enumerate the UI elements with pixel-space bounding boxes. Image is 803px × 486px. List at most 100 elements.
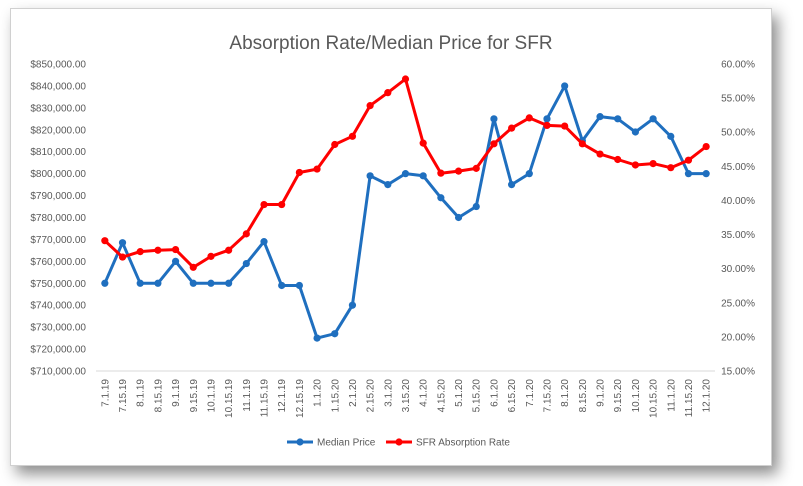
x-axis-tick-label: 6.1.20 xyxy=(489,379,500,407)
x-axis-tick-label: 7.15.19 xyxy=(118,379,129,413)
x-axis-tick-label: 5.1.20 xyxy=(454,379,465,407)
series-0-point xyxy=(189,279,197,287)
series-1-point xyxy=(154,246,162,254)
series-0-point xyxy=(278,281,286,290)
series-0-point xyxy=(313,334,321,342)
chart-title: Absorption Rate/Median Price for SFR xyxy=(229,33,552,54)
series-0-point xyxy=(207,279,215,287)
x-axis-tick-label: 9.15.20 xyxy=(613,379,624,413)
x-axis-tick-label: 2.15.20 xyxy=(366,379,377,413)
x-axis-tick-label: 11.1.19 xyxy=(242,379,253,412)
left-axis-tick-label: $840,000.00 xyxy=(30,81,86,92)
series-1-point xyxy=(260,200,268,209)
right-axis-tick-label: 35.00% xyxy=(721,230,755,241)
x-axis-tick-label: 9.15.19 xyxy=(189,379,200,413)
chart-canvas: Absorption Rate/Median Price for SFR $71… xyxy=(30,33,755,449)
series-0-point xyxy=(225,279,233,287)
series-0-point xyxy=(419,172,427,180)
legend-label: Median Price xyxy=(317,438,376,449)
series-1-point xyxy=(278,200,286,209)
series-0-point xyxy=(508,181,516,189)
series-1-point xyxy=(171,245,180,254)
series-0-point xyxy=(384,181,392,189)
chart-frame: Absorption Rate/Median Price for SFR $71… xyxy=(10,8,772,466)
legend-label: SFR Absorption Rate xyxy=(416,438,510,449)
series-1-point xyxy=(101,237,109,245)
left-axis-tick-label: $710,000.00 xyxy=(30,367,86,378)
series-0-point xyxy=(437,194,445,202)
right-axis-tick-label: 45.00% xyxy=(721,162,755,173)
series-0-point xyxy=(561,82,569,90)
series-1-point xyxy=(631,161,640,169)
x-axis-tick-label: 1.15.20 xyxy=(330,379,341,413)
x-axis-tick-label: 4.15.20 xyxy=(436,379,447,413)
series-0-point xyxy=(154,279,162,287)
right-axis-tick-label: 60.00% xyxy=(721,60,755,71)
left-axis-tick-label: $730,000.00 xyxy=(30,323,86,334)
left-axis-tick-label: $750,000.00 xyxy=(30,279,86,290)
series-1-point xyxy=(384,89,392,97)
x-axis-tick-label: 10.15.20 xyxy=(649,379,660,418)
left-axis-tick-label: $830,000.00 xyxy=(30,103,86,114)
x-axis-tick-label: 9.1.19 xyxy=(171,379,182,407)
x-axis-tick-label: 3.15.20 xyxy=(401,379,412,413)
left-axis-tick-label: $800,000.00 xyxy=(30,169,86,180)
series-1-point xyxy=(366,102,374,110)
series-0-point xyxy=(171,257,180,265)
series-1-point xyxy=(189,263,197,271)
x-axis-ticks: 7.1.19 7.15.19 8.1.19 8.15.19 9.1.19 9.15.19 1… xyxy=(100,379,712,418)
x-axis-tick-label: 9.1.20 xyxy=(596,379,607,407)
series-layer xyxy=(101,75,710,342)
series-0-point xyxy=(649,115,657,123)
x-axis-tick-label: 11.15.20 xyxy=(684,379,695,418)
series-0-point xyxy=(101,279,109,287)
series-1-point xyxy=(437,169,445,177)
legend-swatch-marker xyxy=(296,438,304,446)
x-axis-tick-label: 10.1.19 xyxy=(206,379,217,413)
x-axis-tick-label: 10.1.20 xyxy=(631,379,642,413)
series-1-point xyxy=(348,132,357,140)
left-axis-ticks: $710,000.00 $720,000.00 $730,000.00 $740,00… xyxy=(30,60,86,378)
series-1-point xyxy=(667,164,675,172)
series-1-point xyxy=(242,230,250,238)
x-axis-tick-label: 12.1.20 xyxy=(702,379,713,413)
series-0-point xyxy=(348,301,357,309)
series-line-0 xyxy=(103,84,707,340)
x-axis-tick-label: 2.1.20 xyxy=(348,379,359,407)
legend: Median Price SFR Absorption Rate xyxy=(287,438,510,449)
series-1-point xyxy=(295,168,303,177)
x-axis-tick-label: 8.1.19 xyxy=(136,379,147,407)
series-1-point xyxy=(401,75,410,83)
x-axis-tick-label: 10.15.19 xyxy=(224,379,235,418)
series-0-point xyxy=(472,202,480,211)
right-axis-tick-label: 40.00% xyxy=(721,196,755,207)
series-0-point xyxy=(242,259,250,268)
x-axis-tick-label: 8.1.20 xyxy=(560,379,571,407)
series-1-point xyxy=(684,156,693,164)
left-axis-tick-label: $740,000.00 xyxy=(30,301,86,312)
right-axis-ticks: 15.00% 20.00% 25.00% 30.00% 35.00% 40.00% 45.0… xyxy=(721,60,755,378)
series-0-point xyxy=(596,113,604,121)
left-axis-tick-label: $810,000.00 xyxy=(30,147,86,158)
right-axis-tick-label: 25.00% xyxy=(721,298,755,309)
series-0-point xyxy=(401,170,410,178)
series-1-point xyxy=(490,140,498,148)
series-1-point xyxy=(313,165,321,173)
series-1-point xyxy=(508,124,516,132)
right-axis-tick-label: 20.00% xyxy=(721,332,755,343)
series-0-point xyxy=(118,239,127,247)
left-axis-tick-label: $820,000.00 xyxy=(30,125,86,136)
series-0-point xyxy=(331,330,339,338)
x-axis-tick-label: 12.15.19 xyxy=(295,379,306,418)
series-1-point xyxy=(596,150,604,158)
series-1-point xyxy=(649,160,657,168)
left-axis-tick-label: $720,000.00 xyxy=(30,345,86,356)
left-axis-tick-label: $770,000.00 xyxy=(30,235,86,246)
series-1-point xyxy=(225,246,233,254)
x-axis-tick-label: 3.1.20 xyxy=(383,379,394,407)
series-0-point xyxy=(295,281,303,290)
series-0-point xyxy=(366,172,374,180)
series-0-point xyxy=(454,213,463,222)
series-1-point xyxy=(525,114,533,122)
left-axis-tick-label: $850,000.00 xyxy=(30,60,86,71)
